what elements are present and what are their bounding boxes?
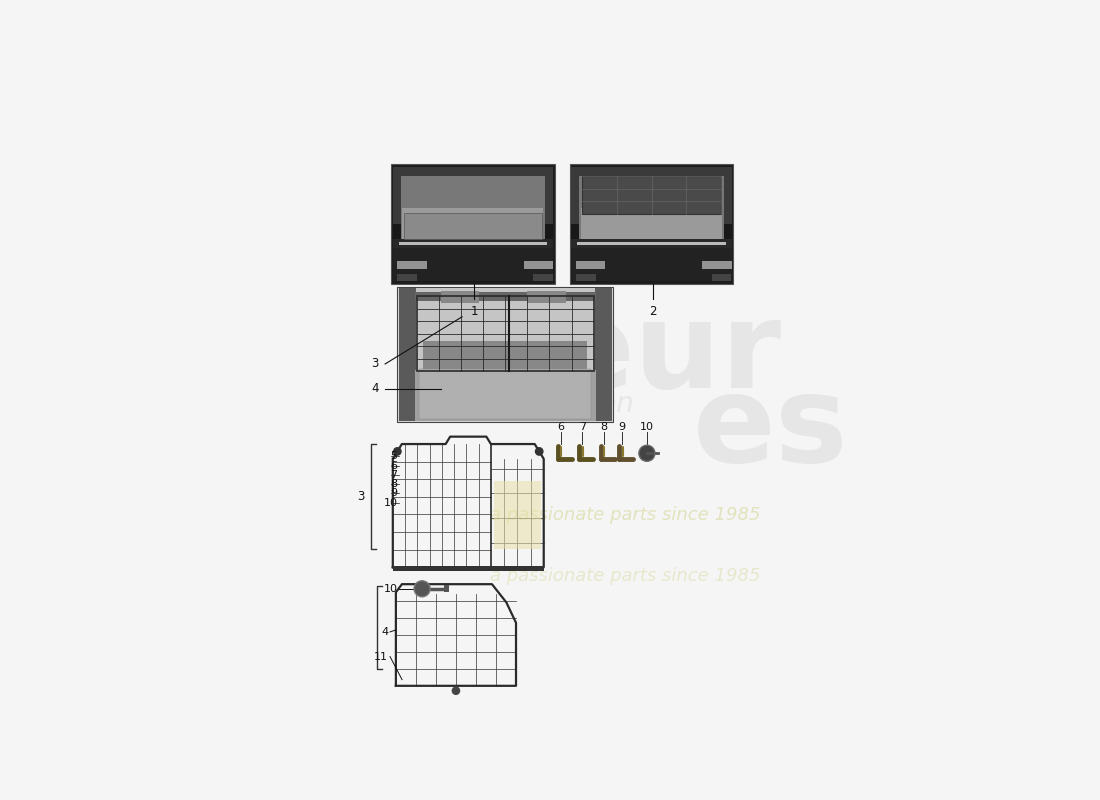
Bar <box>702 261 732 270</box>
Bar <box>398 242 547 246</box>
Bar <box>398 288 612 422</box>
Bar <box>398 288 416 422</box>
Bar <box>404 213 542 239</box>
Bar <box>400 176 546 242</box>
Bar <box>419 370 592 419</box>
Text: 8: 8 <box>601 422 607 432</box>
Circle shape <box>394 448 402 455</box>
Circle shape <box>639 446 654 462</box>
Bar <box>403 208 543 242</box>
Bar <box>393 224 553 242</box>
Text: es: es <box>693 370 849 487</box>
Text: 3: 3 <box>372 358 378 370</box>
Bar <box>582 176 720 214</box>
Bar <box>494 481 541 549</box>
Text: 10: 10 <box>640 422 653 432</box>
Bar <box>594 288 612 422</box>
Bar <box>532 274 552 281</box>
Bar <box>415 292 596 301</box>
Text: 4: 4 <box>381 627 388 637</box>
Bar <box>392 164 554 284</box>
Bar <box>393 239 553 250</box>
Bar <box>415 370 596 422</box>
Text: 7: 7 <box>579 422 586 432</box>
Bar <box>571 239 732 250</box>
Bar <box>417 297 594 371</box>
Text: 9: 9 <box>390 488 397 498</box>
Bar <box>576 261 605 270</box>
Bar <box>581 208 722 242</box>
Bar <box>571 167 732 230</box>
Circle shape <box>536 448 543 455</box>
Text: 9: 9 <box>618 422 626 432</box>
Text: a passion: a passion <box>502 390 634 418</box>
Text: 5: 5 <box>390 451 397 462</box>
Bar <box>571 224 732 242</box>
Bar <box>393 566 543 571</box>
Text: eur: eur <box>551 296 782 414</box>
Bar <box>579 176 724 242</box>
Bar <box>424 341 587 375</box>
Text: 1: 1 <box>471 306 478 318</box>
Bar <box>712 274 732 281</box>
Text: 11: 11 <box>374 651 388 662</box>
Text: 3: 3 <box>358 490 365 503</box>
Text: 10: 10 <box>384 498 397 507</box>
Bar <box>576 274 596 281</box>
Text: 4: 4 <box>372 382 378 395</box>
Bar <box>393 167 553 230</box>
Bar <box>527 291 565 303</box>
Bar <box>393 248 553 282</box>
Bar <box>524 261 553 270</box>
Bar <box>397 261 427 270</box>
Bar <box>578 242 726 246</box>
Bar <box>440 291 480 303</box>
Text: 2: 2 <box>649 306 657 318</box>
Bar <box>443 585 449 593</box>
Text: a passionate parts since 1985: a passionate parts since 1985 <box>490 506 760 524</box>
Bar <box>571 248 732 282</box>
Circle shape <box>414 581 430 597</box>
Text: 6: 6 <box>558 422 564 432</box>
Text: 8: 8 <box>390 479 397 489</box>
Bar <box>397 274 417 281</box>
Text: 6: 6 <box>390 461 397 470</box>
Text: 7: 7 <box>390 470 397 480</box>
Text: a passionate parts since 1985: a passionate parts since 1985 <box>490 567 760 586</box>
Circle shape <box>452 686 460 695</box>
Bar <box>570 164 733 284</box>
Bar <box>397 287 613 422</box>
Text: 10: 10 <box>384 584 397 594</box>
